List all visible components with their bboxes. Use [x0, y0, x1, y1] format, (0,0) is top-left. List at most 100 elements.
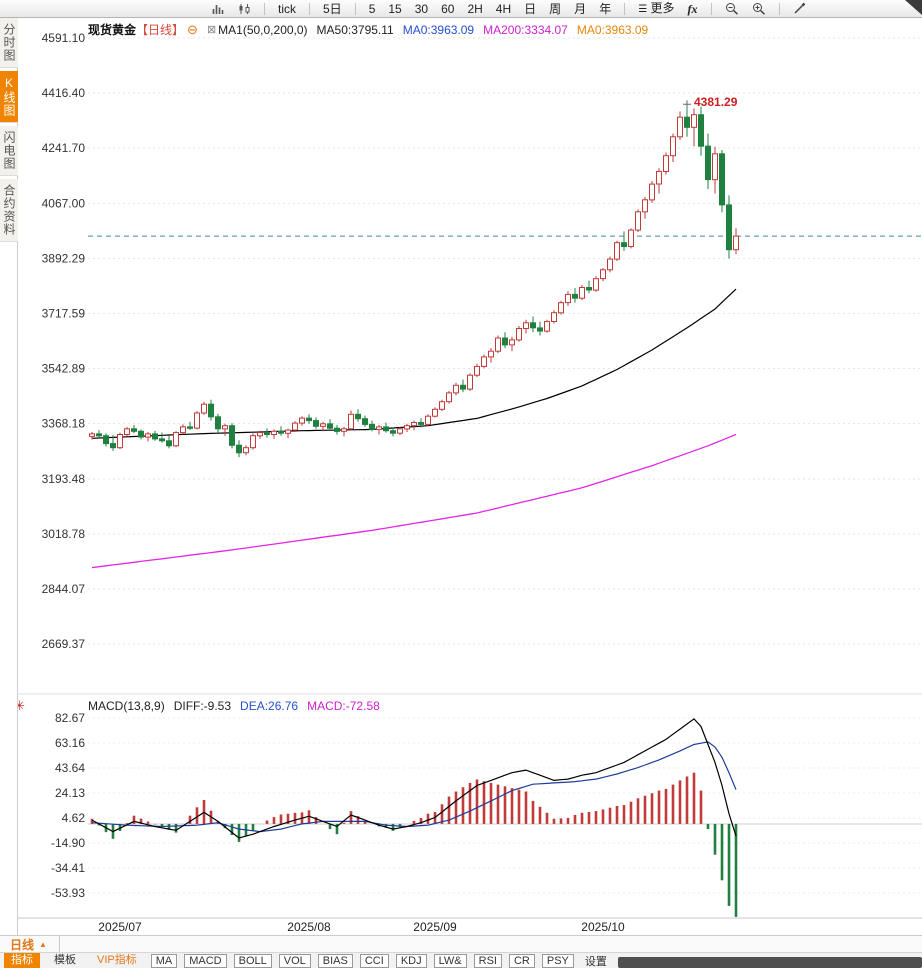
- peak-annotation: 4381.29: [683, 95, 738, 109]
- toolbar-period-月[interactable]: 月: [574, 1, 587, 16]
- indicator-button-kdj[interactable]: KDJ: [395, 953, 427, 968]
- macd-diff-line: [91, 718, 737, 839]
- toolbar-divider: [264, 2, 265, 15]
- macd-settings-label: MACD(13,8,9): [88, 699, 165, 713]
- indicator-button-macd[interactable]: MACD: [184, 953, 227, 968]
- price-gridlines: [88, 37, 922, 645]
- tab-indicator[interactable]: 指标: [4, 953, 40, 968]
- svg-text:2844.07: 2844.07: [42, 582, 86, 596]
- svg-text:3542.89: 3542.89: [42, 362, 86, 376]
- svg-text:2025/10: 2025/10: [581, 920, 625, 934]
- zoom-in-icon[interactable]: [752, 2, 766, 15]
- toolbar-period-60[interactable]: 60: [441, 1, 455, 16]
- svg-text:-53.93: -53.93: [51, 886, 85, 900]
- toolbar: tick 5日 5 15 30 60 2H 4H 日周月年 ☰ 更多 fx: [0, 0, 922, 18]
- svg-text:3368.18: 3368.18: [42, 417, 86, 431]
- svg-text:2025/09: 2025/09: [413, 920, 457, 934]
- svg-text:43.64: 43.64: [55, 761, 85, 775]
- price-axis-labels: 4591.10 4416.40 4241.70 4067.00 3892.29 3717.…: [42, 31, 86, 651]
- svg-text:4.62: 4.62: [62, 811, 86, 825]
- x-axis-labels: 2025/07 2025/08 2025/09 2025/10: [98, 920, 625, 934]
- toolbar-period-年[interactable]: 年: [599, 1, 612, 16]
- draw-line-icon[interactable]: [793, 2, 806, 15]
- toolbar-period-周[interactable]: 周: [549, 1, 562, 16]
- svg-text:63.16: 63.16: [55, 736, 85, 750]
- toolbar-period-5[interactable]: 5: [368, 1, 376, 16]
- settings-button[interactable]: 设置: [584, 955, 607, 968]
- symbol-name: 现货黄金: [88, 23, 137, 37]
- period-tag: 【日线】: [136, 23, 185, 37]
- collapse-icon[interactable]: ⊖: [187, 21, 198, 37]
- svg-text:2025/07: 2025/07: [98, 920, 142, 934]
- svg-text:3717.59: 3717.59: [42, 307, 86, 321]
- macd-histogram: [90, 772, 738, 917]
- ma50-value: MA50:3795.11: [316, 22, 394, 37]
- svg-text:2669.37: 2669.37: [42, 637, 86, 651]
- ma200-line: [91, 433, 737, 569]
- ma-settings-label: MA1(50,0,200,0): [218, 22, 308, 37]
- fx-indicator-button[interactable]: fx: [687, 1, 698, 16]
- toolbar-period-15[interactable]: 15: [388, 1, 402, 16]
- svg-text:-14.90: -14.90: [51, 836, 85, 850]
- main-chart-header: 现货黄金 【日线】 ⊖ ⊠ MA1(50,0,200,0) MA50:3795.…: [88, 21, 648, 38]
- toolbar-period-4H[interactable]: 4H: [495, 1, 512, 16]
- horizontal-scrollbar-thumb[interactable]: [618, 957, 922, 968]
- macd-value: MACD:-72.58: [307, 699, 380, 713]
- svg-text:-34.41: -34.41: [51, 861, 85, 875]
- more-menu-button[interactable]: ☰ 更多: [638, 0, 675, 15]
- zoom-out-icon[interactable]: [725, 2, 739, 15]
- sidebar-item-lightning-chart[interactable]: 闪电图: [0, 126, 18, 176]
- remove-indicator-icon[interactable]: ⊠: [206, 24, 217, 36]
- toolbar-divider: [710, 2, 712, 15]
- svg-text:3018.78: 3018.78: [42, 527, 86, 541]
- dea-value: DEA:26.76: [240, 699, 299, 713]
- svg-text:3892.29: 3892.29: [42, 251, 86, 265]
- period-buttons: tick 5日 5 15 30 60 2H 4H 日周月年: [278, 1, 611, 17]
- toolbar-period-日[interactable]: 日: [524, 1, 537, 16]
- svg-text:24.13: 24.13: [55, 786, 85, 800]
- svg-text:4591.10: 4591.10: [42, 31, 86, 45]
- svg-text:4381.29: 4381.29: [694, 95, 738, 109]
- indicator-button-bias[interactable]: BIAS: [317, 953, 353, 968]
- period-selector[interactable]: 日线 ▲: [0, 936, 60, 952]
- period-row: 日线 ▲: [0, 935, 922, 952]
- bar-chart-icon[interactable]: [212, 3, 225, 15]
- tab-vip-indicator[interactable]: VIP指标: [97, 954, 137, 966]
- macd-header: MACD(13,8,9) DIFF:-9.53 DEA:26.76 MACD:-…: [88, 699, 380, 713]
- chart-type-sidebar: 分时图 K线图闪电图合约资料: [0, 18, 18, 935]
- macd-dea-line: [91, 741, 737, 833]
- sidebar-item-time-chart[interactable]: 分时图: [0, 18, 18, 68]
- toolbar-period-2H[interactable]: 2H: [467, 1, 483, 16]
- ma0-value-orange: MA0:3963.09: [576, 22, 649, 37]
- toolbar-divider: [624, 2, 626, 15]
- indicator-button-vol[interactable]: VOL: [278, 953, 311, 968]
- panel-separators: [18, 693, 922, 919]
- svg-text:2025/08: 2025/08: [287, 920, 331, 934]
- toolbar-divider: [354, 2, 356, 15]
- indicator-button-psy[interactable]: PSY: [541, 953, 574, 968]
- tab-template[interactable]: 模板: [54, 954, 76, 966]
- sidebar-item-kline-chart[interactable]: K线图: [0, 71, 18, 123]
- indicator-button-rsi[interactable]: RSI: [473, 953, 502, 968]
- svg-text:4416.40: 4416.40: [42, 86, 86, 100]
- indicator-button-cci[interactable]: CCI: [359, 953, 389, 968]
- indicator-button-lw[interactable]: LW&: [433, 953, 467, 968]
- macd-axis-labels: 82.67 63.16 43.64 24.13 4.62 -14.90 -34.41 -53.…: [51, 711, 85, 900]
- indicator-button-boll[interactable]: BOLL: [233, 953, 272, 968]
- candlestick-chart-icon[interactable]: [238, 3, 251, 15]
- indicator-button-ma[interactable]: MA: [150, 953, 178, 968]
- sidebar-item-contract-info[interactable]: 合约资料: [0, 179, 18, 242]
- indicator-button-cr[interactable]: CR: [508, 953, 535, 968]
- toolbar-period-5日[interactable]: 5日: [323, 1, 342, 16]
- toolbar-period-tick[interactable]: tick: [278, 1, 296, 16]
- toolbar-divider: [309, 2, 310, 15]
- period-selector-label: 日线: [10, 937, 35, 952]
- toolbar-period-30[interactable]: 30: [414, 1, 429, 16]
- indicator-settings-icon[interactable]: ✳: [14, 698, 25, 713]
- arrow-up-icon: ▲: [39, 939, 47, 949]
- svg-text:4241.70: 4241.70: [42, 141, 86, 155]
- diff-value: DIFF:-9.53: [173, 699, 232, 713]
- ma0-value-blue: MA0:3963.09: [402, 22, 475, 37]
- candles-layer: [89, 104, 739, 458]
